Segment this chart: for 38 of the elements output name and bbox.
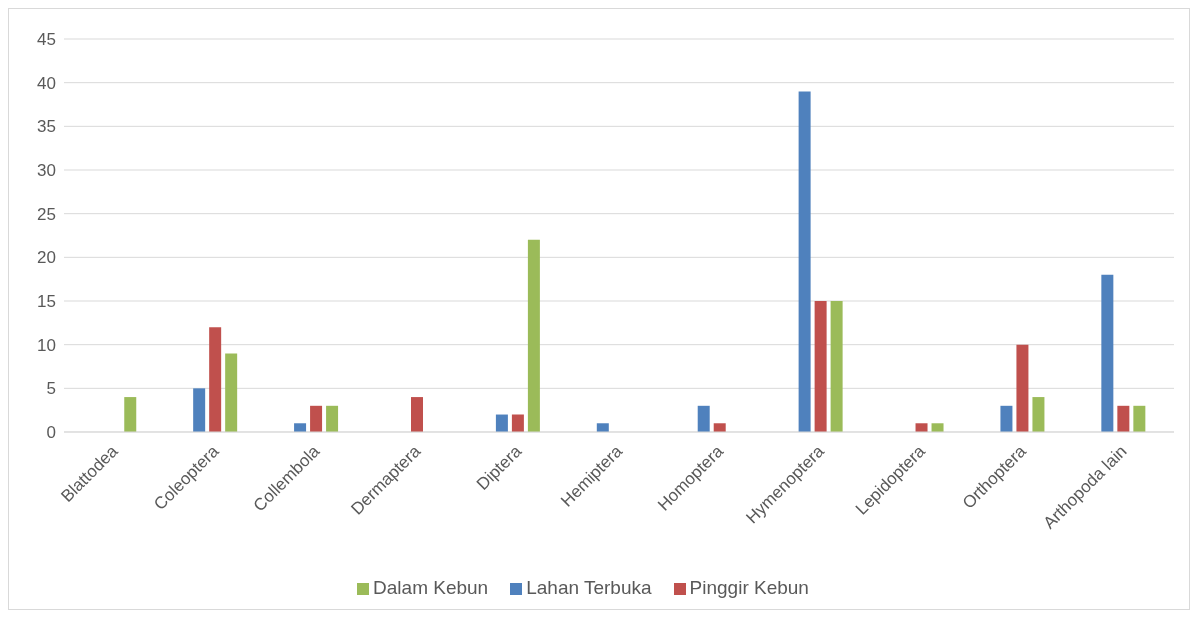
- bar: [124, 397, 137, 432]
- bar: [326, 405, 339, 432]
- y-tick-label: 20: [37, 248, 56, 268]
- bar: [1117, 405, 1130, 432]
- y-tick-label: 0: [46, 423, 56, 443]
- y-tick-label: 25: [37, 204, 56, 224]
- bar: [915, 423, 928, 432]
- legend-label: Lahan Terbuka: [526, 577, 652, 598]
- bar: [209, 327, 222, 432]
- bar: [1101, 274, 1114, 432]
- legend-label: Pinggir Kebun: [689, 577, 809, 598]
- y-tick-label: 30: [37, 161, 56, 181]
- bar: [931, 423, 944, 432]
- bar: [596, 423, 609, 432]
- bar: [225, 353, 238, 432]
- bar: [1016, 344, 1029, 432]
- bar: [814, 301, 827, 432]
- bar: [193, 388, 206, 432]
- bar: [830, 301, 843, 432]
- bar: [511, 414, 524, 432]
- bar: [495, 414, 508, 432]
- bar: [1000, 405, 1013, 432]
- y-tick-label: 15: [37, 292, 56, 312]
- bar: [798, 91, 811, 432]
- y-tick-label: 45: [37, 30, 56, 50]
- bar: [527, 239, 540, 432]
- bar: [310, 405, 323, 432]
- bar: [1133, 405, 1146, 432]
- bar: [713, 423, 726, 432]
- bar: [697, 405, 710, 432]
- y-tick-label: 35: [37, 117, 56, 137]
- bar: [1032, 397, 1045, 432]
- y-tick-label: 5: [46, 379, 56, 399]
- legend-label: Dalam Kebun: [373, 577, 489, 598]
- bar: [410, 397, 423, 432]
- y-tick-label: 10: [37, 335, 56, 355]
- bar: [294, 423, 307, 432]
- y-tick-label: 40: [37, 73, 56, 93]
